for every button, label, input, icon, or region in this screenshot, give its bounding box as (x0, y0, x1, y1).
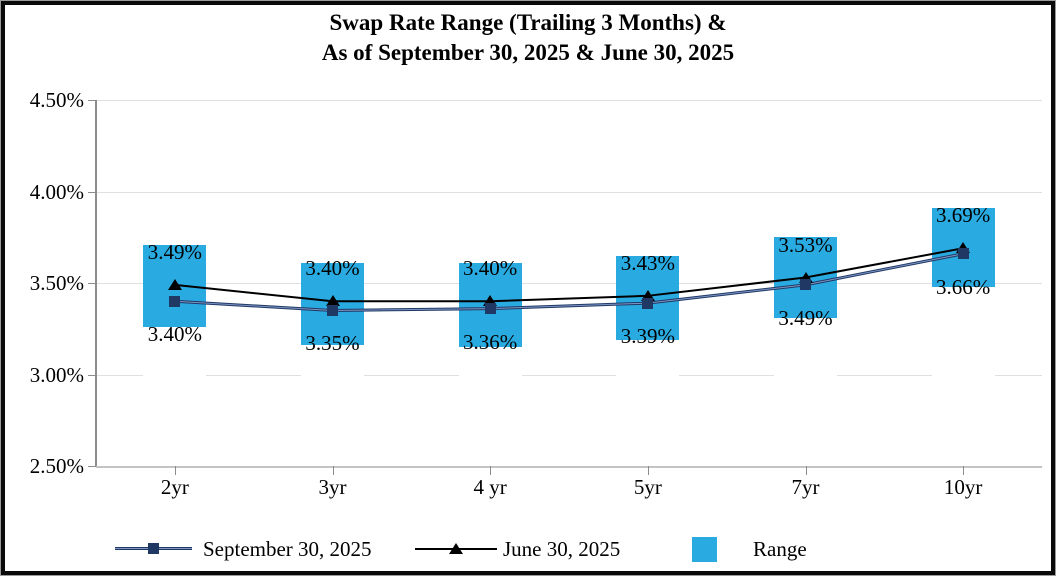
june30-triangle-marker-icon (956, 242, 971, 254)
x-axis-tick (332, 466, 334, 475)
gridline-gap-patch (616, 372, 680, 378)
june30-line (174, 247, 964, 303)
y-axis-tick (88, 191, 95, 193)
gridline (96, 283, 1042, 284)
y-axis-tick (88, 374, 95, 376)
x-axis-tick (490, 466, 492, 475)
gridline-gap-patch (301, 372, 364, 378)
y-axis-label: 3.00% (29, 362, 84, 387)
legend-sep30-label: September 30, 2025 (203, 537, 372, 561)
june30-triangle-marker-icon (167, 278, 182, 290)
legend-june30-triangle-marker-icon (449, 543, 463, 554)
y-axis-label: 2.50% (29, 454, 84, 478)
sep30-data-label: 3.40% (147, 322, 202, 347)
sep30-square-marker-icon (642, 297, 654, 309)
gridline (96, 374, 1042, 376)
x-axis-label: 3yr (318, 475, 347, 499)
x-axis-label: 2yr (160, 475, 189, 499)
sep30-data-label: 3.49% (778, 305, 833, 330)
sep30-square-marker-icon (484, 303, 496, 315)
y-axis-tick (88, 283, 95, 284)
y-axis-tick (88, 466, 95, 467)
chart-title: Swap Rate Range (Trailing 3 Months) & As… (0, 8, 1056, 68)
x-axis-tick (647, 466, 649, 475)
x-axis-tick (174, 466, 176, 475)
sep30-square-marker-icon (800, 279, 811, 291)
legend-range-swatch-icon (692, 537, 717, 562)
x-axis-label: 5yr (633, 475, 662, 499)
sep30-data-label: 3.66% (936, 274, 991, 299)
gridline-gap-patch (931, 372, 995, 378)
y-axis-tick (88, 100, 95, 101)
june30-data-label: 3.69% (936, 203, 991, 228)
june30-triangle-marker-icon (798, 271, 813, 283)
sep30-square-marker-icon (169, 295, 181, 307)
x-axis-tick (963, 466, 965, 475)
june30-data-label: 3.40% (463, 256, 518, 281)
june30-triangle-marker-icon (640, 289, 655, 301)
gridline-gap-patch (774, 372, 837, 378)
june30-triangle-marker-icon (483, 295, 498, 307)
sep30-data-label: 3.35% (305, 331, 360, 356)
gridline-gap-patch (143, 372, 207, 378)
y-axis-line (95, 100, 97, 467)
x-axis-label: 7yr (791, 475, 820, 499)
legend-range-label: Range (753, 537, 807, 561)
june30-data-label: 3.53% (778, 232, 833, 257)
june30-triangle-marker-icon (325, 295, 340, 307)
x-axis-label: 4 yr (473, 475, 507, 499)
sep30-square-marker-icon (957, 248, 969, 260)
chart-title-line1: Swap Rate Range (Trailing 3 Months) & (329, 10, 727, 35)
sep30-data-label: 3.36% (463, 329, 518, 354)
june30-data-label: 3.49% (147, 239, 202, 264)
y-axis-label: 4.00% (29, 179, 84, 204)
june30-data-label: 3.43% (620, 250, 675, 275)
june30-data-label: 3.40% (305, 256, 360, 281)
sep30-square-marker-icon (327, 304, 338, 316)
gridline (96, 191, 1042, 193)
x-axis-tick (805, 466, 807, 475)
x-axis-label: 10yr (943, 475, 983, 499)
sep30-line-core (174, 253, 964, 311)
gridline-gap-patch (458, 372, 522, 378)
legend-sep30-square-marker-icon (148, 543, 159, 554)
x-axis-line (96, 466, 1042, 468)
y-axis-label: 4.50% (29, 88, 84, 112)
gridline (96, 100, 1042, 101)
legend-june30-label: June 30, 2025 (503, 537, 621, 561)
chart-title-line2: As of September 30, 2025 & June 30, 2025 (321, 40, 735, 65)
y-axis-label: 3.50% (29, 271, 84, 295)
sep30-data-label: 3.39% (620, 324, 675, 349)
